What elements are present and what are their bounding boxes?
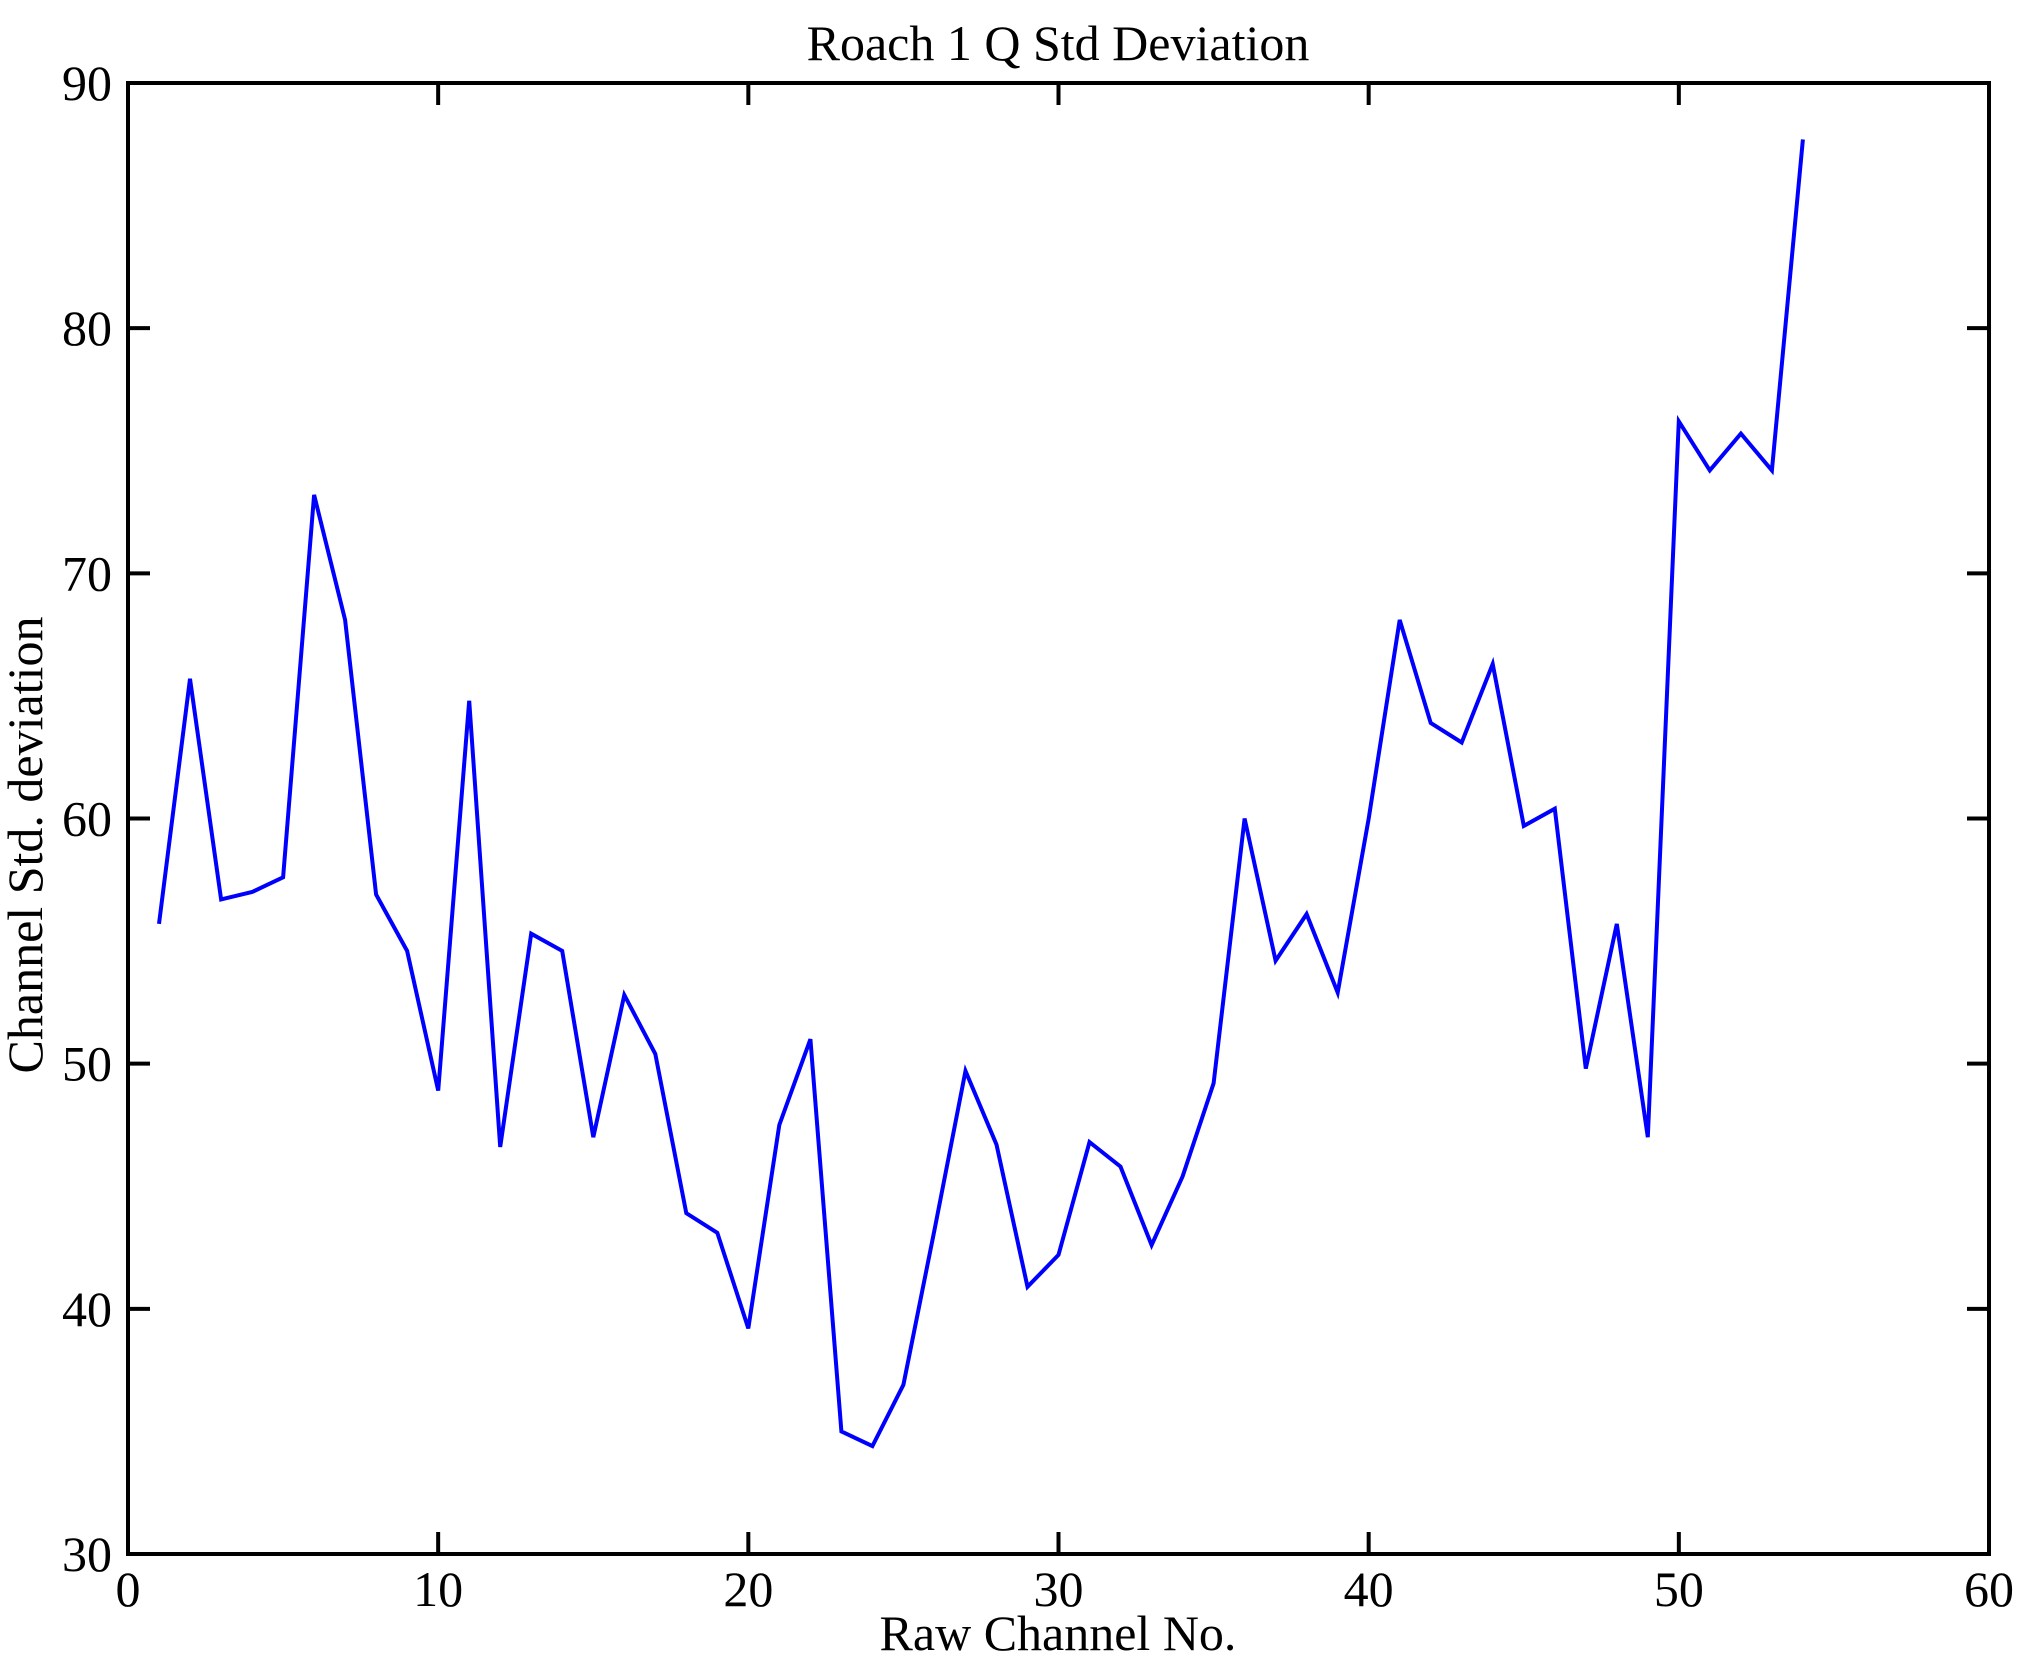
y-tick-label: 70 [62, 545, 112, 601]
page-title: Roach 1 Q Std Deviation [807, 15, 1310, 71]
x-tick-label: 40 [1344, 1561, 1394, 1617]
y-tick-label: 80 [62, 300, 112, 356]
axis-tick-labels: 0 10 20 30 40 50 60 30 40 50 60 70 80 90 [62, 55, 2014, 1617]
y-tick-label: 40 [62, 1281, 112, 1337]
axis-ticks [126, 81, 1991, 1556]
x-tick-label: 30 [1034, 1561, 1084, 1617]
y-tick-label: 50 [62, 1036, 112, 1092]
x-tick-label: 10 [413, 1561, 463, 1617]
x-tick-label: 60 [1964, 1561, 2014, 1617]
y-axis-label: Channel Std. deviation [0, 617, 53, 1074]
x-axis-label: Raw Channel No. [880, 1605, 1237, 1661]
x-tick-label: 20 [723, 1561, 773, 1617]
y-tick-label: 30 [62, 1526, 112, 1582]
data-series-line [157, 139, 1805, 1449]
y-tick-label: 90 [62, 55, 112, 111]
x-tick-label: 0 [116, 1561, 141, 1617]
y-tick-label: 60 [62, 791, 112, 847]
plot-frame [126, 81, 1991, 1556]
x-tick-label: 50 [1654, 1561, 1704, 1617]
